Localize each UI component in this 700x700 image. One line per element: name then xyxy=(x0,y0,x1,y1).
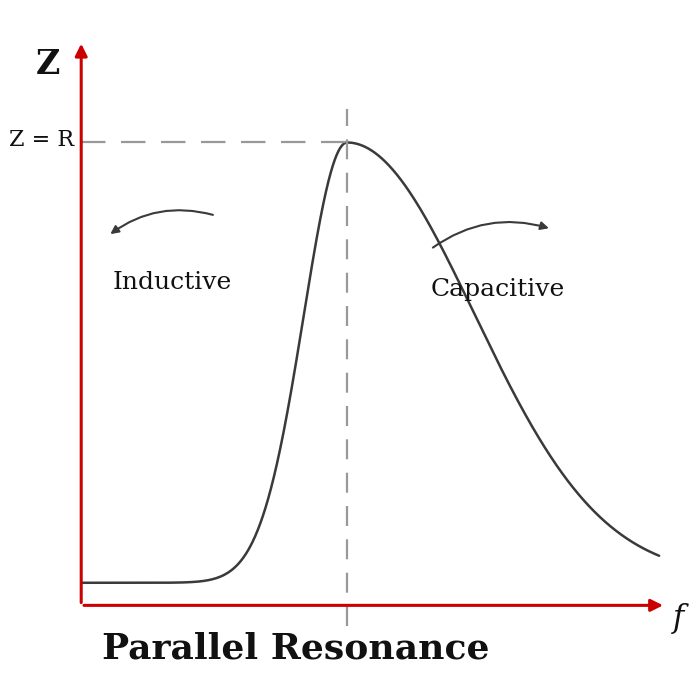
Text: f: f xyxy=(673,603,684,634)
Text: Z = R: Z = R xyxy=(9,130,74,151)
Text: Inductive: Inductive xyxy=(112,272,232,294)
Text: Parallel Resonance: Parallel Resonance xyxy=(102,632,490,666)
Text: Z: Z xyxy=(36,48,60,80)
Text: Capacitive: Capacitive xyxy=(430,278,565,301)
